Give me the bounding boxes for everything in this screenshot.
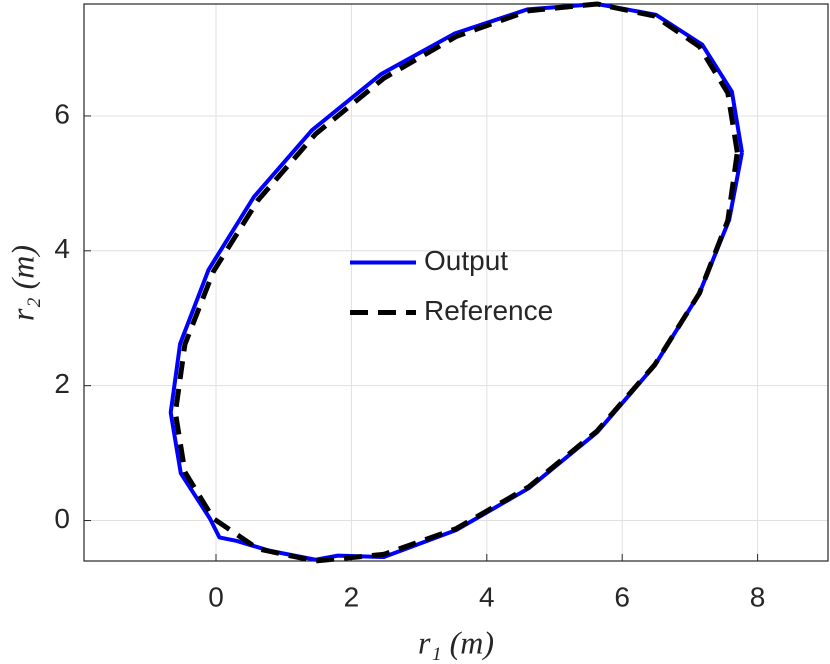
legend-label: Reference xyxy=(424,295,553,326)
x-tick-label: 6 xyxy=(614,581,630,612)
legend-label: Output xyxy=(424,245,508,276)
y-tick-label: 4 xyxy=(54,233,70,264)
y-tick-label: 2 xyxy=(54,368,70,399)
y-axis-label: r₂ (m) xyxy=(4,245,40,321)
y-tick-label: 6 xyxy=(54,98,70,129)
x-tick-label: 4 xyxy=(479,581,495,612)
x-tick-label: 0 xyxy=(208,581,224,612)
y-tick-label: 0 xyxy=(54,503,70,534)
series-line xyxy=(172,1,740,564)
series-line xyxy=(168,2,744,562)
x-tick-label: 2 xyxy=(344,581,360,612)
x-tick-label: 8 xyxy=(750,581,766,612)
x-axis-label: r₁ (m) xyxy=(418,624,494,660)
plot-frame xyxy=(83,3,829,562)
